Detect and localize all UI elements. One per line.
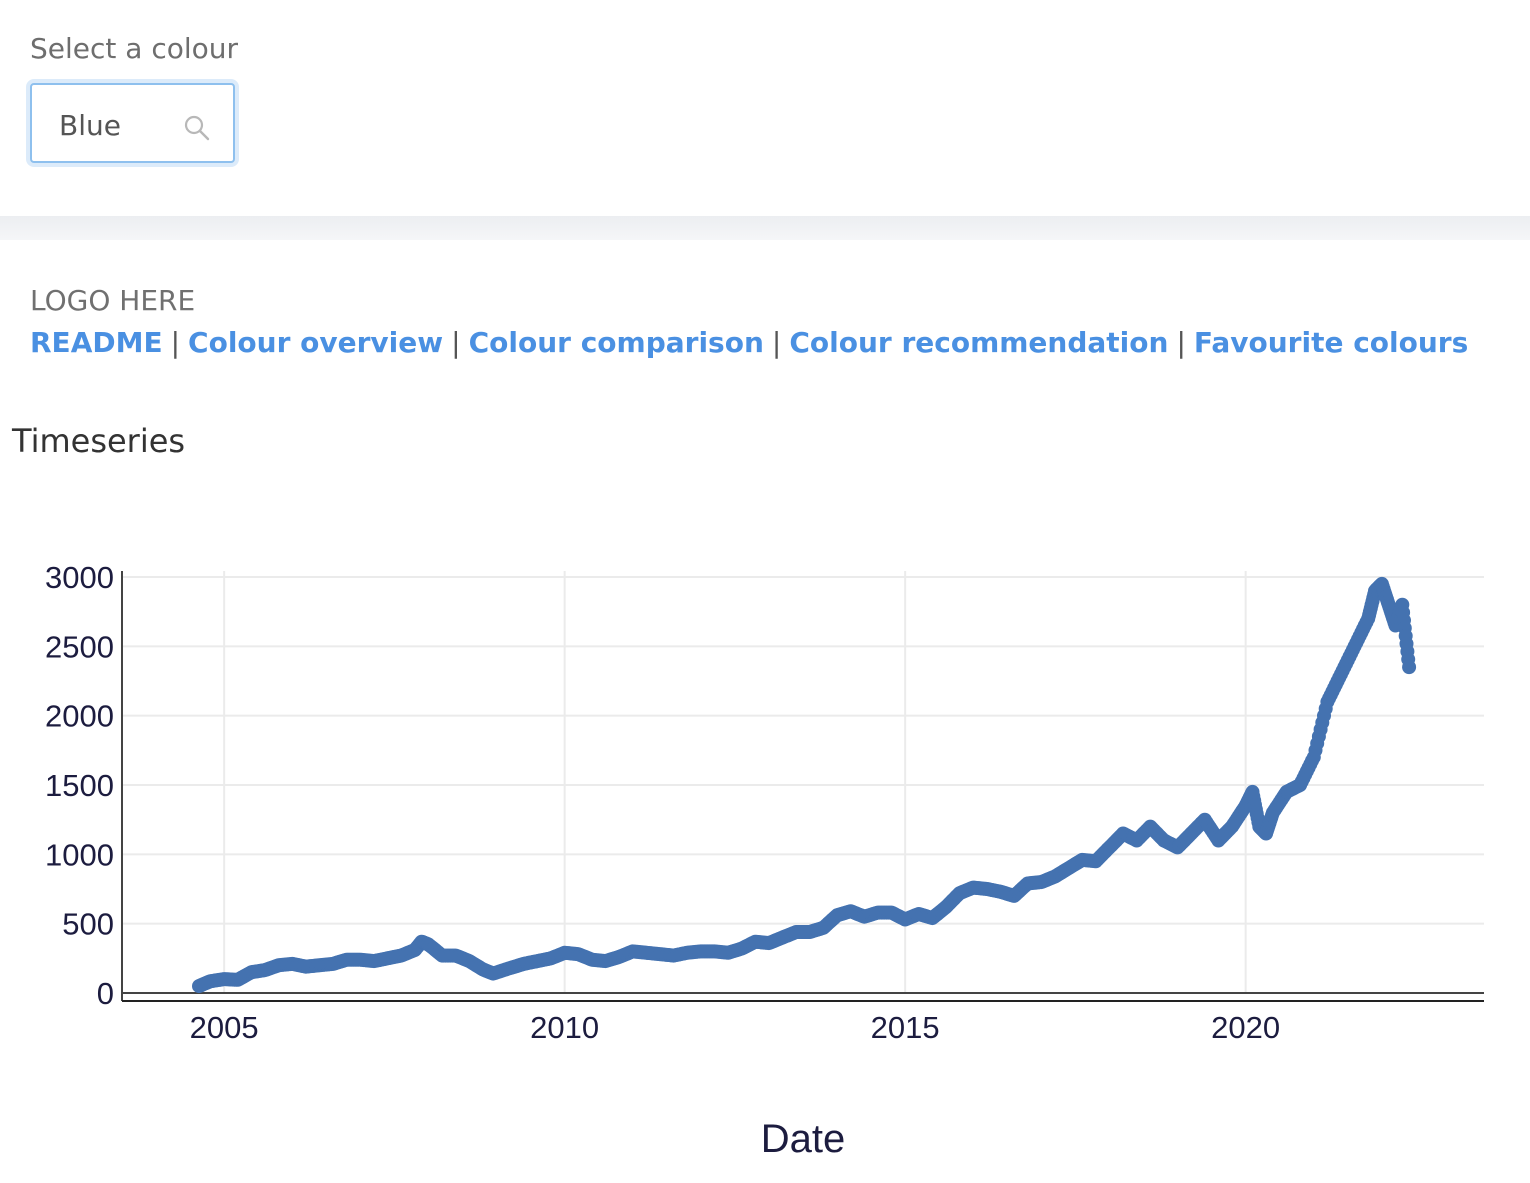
y-tick-label: 3000 [45,560,114,595]
y-tick-label: 2500 [45,629,114,664]
nav-bar: README | Colour overview | Colour comparison… [30,326,1468,359]
search-icon [184,115,210,141]
x-tick-label: 2020 [1211,1010,1280,1045]
nav-separator: | [771,326,782,359]
x-axis-title: Date [761,1117,846,1161]
nav-separator: | [170,326,181,359]
x-tick-label: 2010 [530,1010,599,1045]
nav-link-colour-comparison[interactable]: Colour comparison [468,326,764,359]
selector-panel: Select a colour Blue [0,0,1530,216]
timeseries-chart: 0 500 1000 1500 2000 2500 3000 2005 2010 2015 2020… [45,560,1484,1161]
section-title: Timeseries [12,422,186,460]
y-tick-label: 0 [97,976,114,1011]
nav-separator: | [1176,326,1186,359]
chart-ticks: 0 500 1000 1500 2000 2500 3000 2005 2010 2015 2020 [45,560,1280,1045]
nav-link-readme[interactable]: README [30,326,163,359]
data-point [1402,660,1417,675]
y-tick-label: 1000 [45,837,114,872]
logo: LOGO HERE [30,284,196,317]
nav-separator: | [451,326,461,359]
nav-link-colour-overview[interactable]: Colour overview [188,326,444,359]
select-label: Select a colour [30,32,239,65]
y-tick-label: 500 [62,907,114,942]
nav-link-colour-recommendation[interactable]: Colour recommendation [789,326,1169,359]
chart-points [192,576,1417,994]
header-divider [0,216,1530,240]
chart-axes [121,571,1484,1002]
colour-select[interactable]: Blue [30,83,235,163]
y-tick-label: 1500 [45,768,114,803]
x-tick-label: 2015 [871,1010,940,1045]
y-tick-label: 2000 [45,699,114,734]
nav-link-favourite-colours[interactable]: Favourite colours [1193,326,1469,359]
x-tick-label: 2005 [190,1010,259,1045]
colour-select-value: Blue [59,109,121,142]
